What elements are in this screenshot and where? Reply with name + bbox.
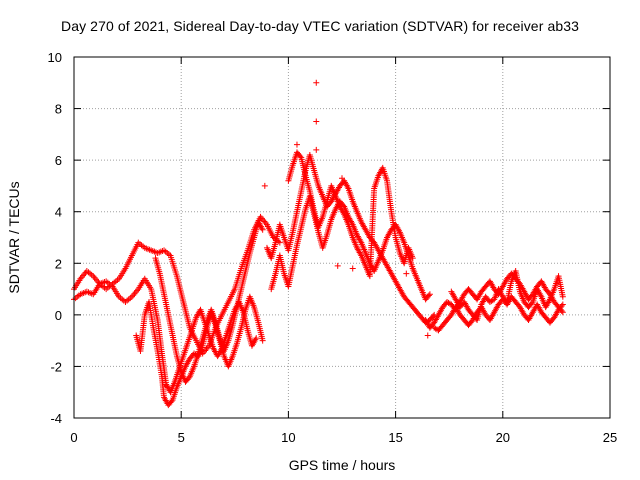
- data-point: [559, 301, 566, 308]
- data-point: [261, 182, 268, 189]
- data-point: [168, 398, 175, 405]
- data-point: [297, 153, 304, 160]
- y-tick-label: -4: [50, 411, 62, 426]
- data-point: [409, 255, 416, 262]
- y-tick-label: -2: [50, 359, 62, 374]
- x-axis-label: GPS time / hours: [289, 457, 396, 473]
- y-axis-label: SDTVAR / TECUs: [6, 181, 22, 293]
- data-point: [349, 265, 356, 272]
- y-tick-label: 6: [55, 153, 62, 168]
- plot-frame: [73, 56, 611, 419]
- data-point: [425, 292, 432, 299]
- data-point: [313, 118, 320, 125]
- data-point: [403, 270, 410, 277]
- y-tick-label: 10: [48, 50, 62, 65]
- data-points-layer: [71, 79, 566, 409]
- data-point: [339, 175, 345, 182]
- data-point: [559, 293, 566, 300]
- x-tick-label: 25: [603, 430, 617, 445]
- x-tick-label: 0: [70, 430, 77, 445]
- data-point: [426, 291, 433, 298]
- y-tick-label: 2: [55, 256, 62, 271]
- data-point: [559, 309, 566, 316]
- y-tick-label: 4: [55, 205, 62, 220]
- y-tick-label: 0: [55, 308, 62, 323]
- data-point: [253, 335, 260, 342]
- tick-layer: [73, 56, 611, 419]
- x-tick-label: 10: [281, 430, 295, 445]
- data-point: [313, 79, 320, 86]
- chart-title: Day 270 of 2021, Sidereal Day-to-day VTE…: [61, 18, 579, 34]
- x-tick-label: 20: [496, 430, 510, 445]
- data-point: [528, 300, 535, 307]
- data-point: [558, 302, 565, 309]
- x-tick-label: 5: [178, 430, 185, 445]
- data-point: [185, 375, 192, 382]
- x-tick-label: 15: [388, 430, 402, 445]
- data-point: [293, 141, 300, 148]
- data-point: [313, 146, 320, 153]
- y-tick-label: 8: [55, 102, 62, 117]
- tick-labels-layer: 0 5 10 15 20 25 -4 -2 0 2 4 6 8 10: [48, 50, 618, 445]
- data-point: [334, 262, 341, 269]
- grid-layer: [74, 57, 610, 418]
- data-point: [424, 332, 431, 339]
- data-point: [259, 226, 266, 233]
- data-point: [259, 337, 266, 344]
